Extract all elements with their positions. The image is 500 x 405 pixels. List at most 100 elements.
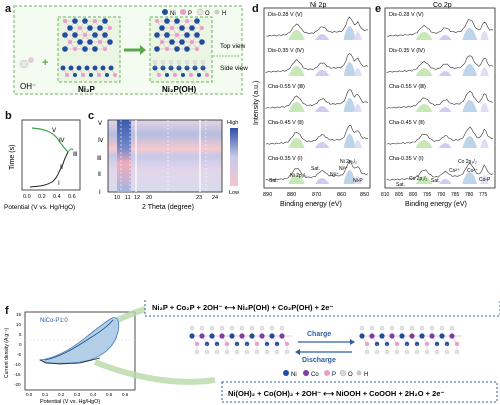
ni2poh-top-view-lattice [154,18,205,52]
cv-label: NiCo-P1:0 [40,318,68,324]
svg-text:O: O [205,11,210,17]
d-ann-sat2: Sat. [311,166,320,172]
svg-text:0.1: 0.1 [42,392,49,397]
svg-text:-15: -15 [14,372,21,377]
stage-ii-label: Ⅱ [60,165,63,171]
c-ytick-iii: Ⅲ [97,156,101,162]
b-xtick-3: 0.6 [68,194,76,200]
b-xtick-1: 0.2 [38,194,46,200]
c-ytick-i: Ⅰ [99,190,101,196]
colorbar-high-label: High [227,120,238,126]
c-xtick-2: 12 [134,195,140,201]
charge-label: Charge [307,331,331,338]
d-xtick-4: 850 [360,192,369,198]
xps-trace-label: Cha-0.35 V (Ⅰ) [268,156,303,162]
xps-trace-label: Dis-0.28 V (Ⅴ) [268,12,303,18]
svg-text:-20: -20 [14,382,21,387]
svg-text:H: H [364,372,368,378]
svg-text:-5: -5 [17,352,21,357]
side-view-label: Side view [220,65,248,72]
e-xtick-1: 805 [395,192,404,198]
svg-text:15: 15 [16,312,22,317]
svg-text:0.0: 0.0 [26,392,33,397]
f-legend-ni-icon [283,370,289,376]
c-xtick-5: 24 [212,195,218,201]
ni2poh-label: Ni₂P(OH) [162,85,197,94]
svg-text:P: P [332,372,336,378]
ni2p-side-view-lattice [60,65,117,77]
c-ytick-ii: Ⅱ [98,172,101,178]
panel-letter-f: f [5,305,9,317]
panel-b-frame [21,119,81,191]
e-ann-sat2: Sat. [431,178,440,184]
e-ann-co2: Co²⁺ [449,168,460,174]
d-ann-2p12: Ni 2p₁/₂ [290,173,307,179]
panel-d-xlabel: Binding energy (eV) [280,201,342,208]
e-xtick-4: 790 [437,192,446,198]
panel-f-legend: Ni Co P O H [283,369,368,378]
e-ann-2p12: Co 2p₁/₂ [409,176,427,182]
panel-letter-c: c [88,110,95,122]
d-xtick-0: 890 [263,192,272,198]
ni2poh-side-view-lattice [152,60,209,77]
colorbar [230,128,238,186]
lattice-discharge-state [359,325,462,355]
xps-trace-label: Cha-0.45 V (Ⅱ) [389,120,425,126]
oh-molecule-icon [19,57,34,69]
stage-iii-label: Ⅲ [73,152,77,158]
oh-label: OH⁻ [20,82,36,91]
panel-c-heatmap: Ⅴ Ⅳ Ⅲ Ⅱ Ⅰ 10 11 12 20 23 24 2 Theta (deg… [97,119,239,211]
svg-text:H: H [222,11,226,17]
e-ann-co3: Co³⁺ [467,168,478,174]
equation-box-top [144,300,500,317]
e-xtick-0: 810 [381,192,390,198]
discharge-label: Discharge [302,357,336,364]
panel-b-ylabel: Time (s) [9,145,16,170]
svg-text:0.3: 0.3 [74,392,81,397]
f-legend-p-icon [324,370,330,376]
c-xtick-3: 20 [146,195,152,201]
svg-text:0.5: 0.5 [106,392,113,397]
xps-trace-label: Cha-0.45 V (Ⅱ) [268,120,304,126]
equation-bottom: Ni(OH)₂ + Co(OH)₂ + 2OH⁻ ⟷ NiOOH + CoOOH… [228,389,444,398]
charge-curve [29,151,69,188]
xps-trace-label: Dis-0.35 V (Ⅳ) [268,48,304,54]
svg-text:5: 5 [19,332,22,337]
top-view-label: Top view [220,43,246,50]
c-ytick-v: Ⅴ [98,121,103,127]
e-xtick-6: 780 [465,192,474,198]
stage-i-label: Ⅰ [58,181,60,187]
panel-f: NiCo-P1:0 Current density (A g⁻¹) 15 10 … [4,300,500,405]
panel-e-xlabel: Binding energy (eV) [405,201,467,208]
panel-d-title: Ni 2p [310,2,326,9]
panel-e-title: Co 2p [433,2,452,9]
b-xtick-2: 0.4 [53,194,61,200]
d-ann-sat1: Sat. [269,178,278,184]
cv-loop-fill [38,317,120,364]
colorbar-low-label: Low [229,190,239,196]
svg-text:Ni: Ni [170,11,176,17]
callout-arrow-bottom [93,359,216,385]
equation-box-bottom [221,381,498,403]
d-xtick-3: 860 [337,192,346,198]
panel-c-xlabel: 2 Theta (degree) [142,204,194,211]
panel-letter-d: d [252,3,259,15]
xps-trace-label: Dis-0.35 V (Ⅳ) [389,48,425,54]
lattice-charge-state [189,325,292,355]
panel-letter-b: b [5,110,12,122]
c-xtick-4: 23 [196,195,202,201]
d-ann-nip: Ni-P [353,178,363,184]
xps-trace-label: Dis-0.28 V (Ⅴ) [389,12,424,18]
d-xtick-1: 880 [287,192,296,198]
heatmap-peak-band [117,120,131,192]
panel-e-xps-co: Co 2p Dis-0.28 V (Ⅴ) Dis-0.35 V (Ⅳ) Cha-0.… [381,2,496,208]
d-ann-2p32: Ni 2p₃/₂ [340,159,357,165]
panel-letter-a: a [5,3,12,15]
plus-sign: + [42,57,48,69]
svg-text:Co: Co [311,372,319,378]
svg-text:O: O [348,372,353,378]
d-xtick-2: 870 [312,192,321,198]
panel-e-frame [384,7,496,189]
e-xtick-5: 785 [451,192,460,198]
svg-text:-10: -10 [14,362,21,367]
